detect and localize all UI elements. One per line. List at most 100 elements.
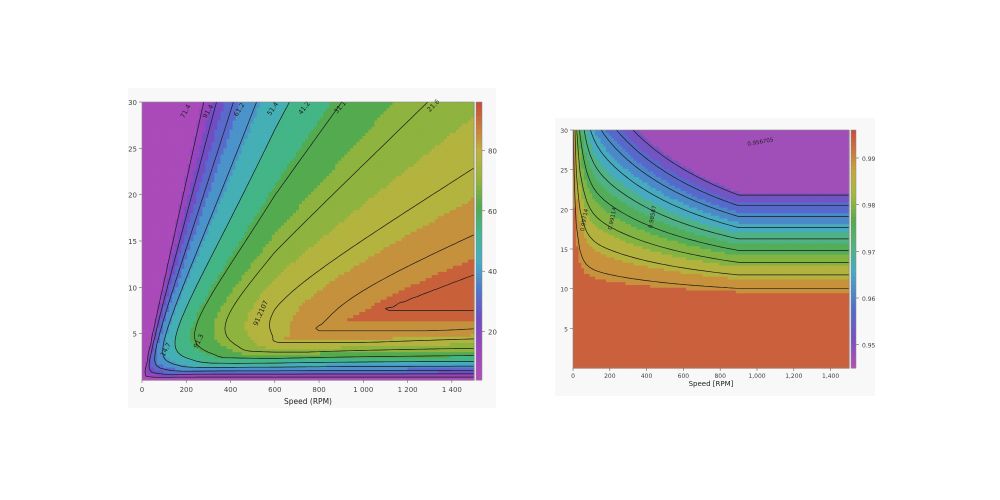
- chart-left-cell: [193, 176, 197, 180]
- chart-left-cell: [256, 114, 261, 119]
- chart-left-cell: [253, 333, 258, 338]
- chart-left-cell: [280, 213, 285, 217]
- chart-left-cell: [235, 163, 240, 168]
- chart-left-cell: [145, 157, 149, 162]
- chart-left-cell: [268, 151, 273, 156]
- chart-left-cell: [208, 117, 213, 122]
- chart-left-cell: [220, 219, 225, 224]
- chart-left-cell: [190, 324, 194, 329]
- chart-left-cell: [148, 105, 152, 109]
- chart-left-cell: [175, 200, 179, 205]
- chart-left-cell: [247, 321, 252, 325]
- chart-left-cell: [211, 367, 216, 372]
- chart-left-cell: [262, 336, 267, 341]
- chart-left-cell: [142, 126, 146, 131]
- chart-left-cell: [283, 339, 288, 344]
- chart-left-cell: [238, 108, 243, 112]
- chart-left-cell: [256, 225, 261, 230]
- chart-left-cell: [247, 373, 252, 378]
- chart-left-cell: [274, 145, 279, 149]
- chart-left-cell: [298, 151, 303, 156]
- chart-left-cell: [184, 163, 188, 168]
- chart-left-cell: [148, 265, 152, 270]
- chart-left-cell: [184, 148, 188, 153]
- chart-left-cell: [283, 213, 288, 217]
- chart-left-cell: [271, 176, 276, 180]
- chart-left-cell: [154, 222, 158, 227]
- chart-left-cell: [166, 231, 170, 236]
- chart-left-cell: [178, 284, 182, 288]
- chart-left-cell: [217, 139, 222, 143]
- chart-left-cell: [235, 253, 240, 258]
- chart-left-cell: [223, 290, 228, 295]
- chart-left-cell: [196, 256, 200, 261]
- chart-left-cell: [172, 105, 176, 109]
- chart-left-cell: [235, 367, 240, 372]
- chart-left-cell: [217, 225, 222, 230]
- chart-left-cell: [187, 216, 191, 220]
- chart-left-cell: [271, 231, 276, 236]
- chart-left-cell: [211, 219, 216, 224]
- chart-left-cell: [283, 123, 288, 128]
- chart-left-cell: [208, 253, 213, 258]
- chart-left-cell: [226, 284, 231, 288]
- chart-left-cell: [193, 274, 197, 279]
- chart-left-cell: [301, 324, 306, 329]
- chart-left-cell: [142, 148, 146, 153]
- chart-left-cell: [175, 166, 179, 171]
- chart-left-cell: [202, 302, 206, 307]
- chart-left-cell: [217, 237, 222, 242]
- chart-left-cell: [298, 321, 303, 325]
- chart-left-cell: [217, 114, 222, 119]
- chart-left-cell: [295, 169, 300, 174]
- chart-left-cell: [202, 342, 206, 347]
- chart-left-cell: [178, 123, 182, 128]
- chart-left-cell: [271, 268, 276, 273]
- chart-left-cell: [280, 111, 285, 115]
- chart-left-cell: [304, 179, 309, 183]
- chart-left-cell: [187, 142, 191, 146]
- chart-left-cell: [268, 293, 273, 298]
- chart-left-cell: [172, 376, 176, 381]
- chart-left-cell: [253, 111, 258, 115]
- chart-left-cell: [220, 194, 225, 199]
- chart-left-cell: [157, 169, 161, 174]
- chart-left-cell: [268, 142, 273, 146]
- chart-left-cell: [190, 274, 194, 279]
- chart-left-cell: [175, 142, 179, 146]
- chart-left-cell: [169, 160, 173, 165]
- chart-left-cell: [217, 169, 222, 174]
- chart-left-cell: [211, 154, 216, 159]
- chart-left-cell: [202, 373, 206, 378]
- chart-left-cell: [271, 194, 276, 199]
- chart-left-cell: [211, 247, 216, 251]
- chart-left-cell: [205, 210, 209, 214]
- chart-left-cell: [247, 327, 252, 332]
- chart-left-cell: [280, 160, 285, 165]
- chart-left-cell: [187, 191, 191, 196]
- chart-left-cell: [208, 163, 213, 168]
- chart-left-cell: [259, 256, 264, 261]
- chart-left-cell: [193, 120, 197, 125]
- chart-left-cell: [199, 373, 203, 378]
- chart-left-cell: [262, 123, 267, 128]
- chart-left-cell: [214, 268, 219, 273]
- chart-left-cell: [301, 117, 306, 122]
- chart-left-cell: [271, 262, 276, 267]
- chart-left-cell: [145, 342, 149, 347]
- chart-left-cell: [172, 349, 176, 353]
- chart-left-cell: [229, 166, 234, 171]
- chart-left-cell: [181, 231, 185, 236]
- chart-left-cell: [214, 299, 219, 304]
- chart-left-cell: [211, 268, 216, 273]
- chart-left-cell: [223, 117, 228, 122]
- chart-left-cell: [235, 262, 240, 267]
- chart-left-cell: [151, 132, 155, 137]
- chart-left-cell: [148, 327, 152, 332]
- chart-left-cell: [145, 290, 149, 295]
- chart-left-cell: [295, 117, 300, 122]
- chart-left-cell: [214, 367, 219, 372]
- chart-left-cell: [250, 139, 255, 143]
- chart-left-cell: [229, 148, 234, 153]
- chart-left-cell: [304, 346, 309, 350]
